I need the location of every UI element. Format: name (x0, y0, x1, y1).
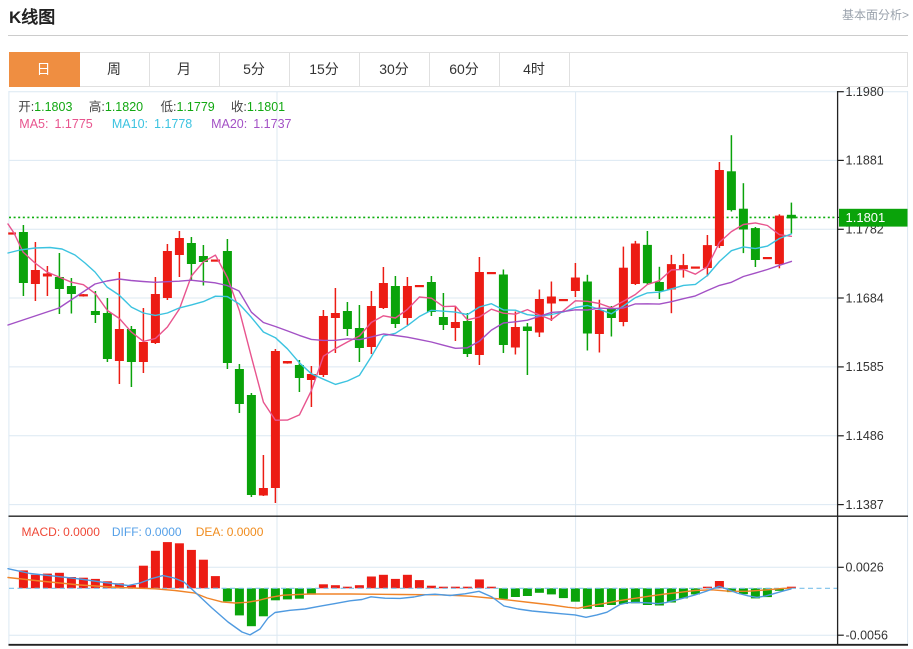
svg-text:1.1801: 1.1801 (846, 210, 886, 225)
svg-text:1.1881: 1.1881 (846, 154, 884, 168)
svg-text:1.1486: 1.1486 (846, 429, 884, 443)
svg-text:1.1684: 1.1684 (846, 291, 884, 305)
svg-text:1.1387: 1.1387 (846, 498, 884, 512)
svg-text:1.1585: 1.1585 (846, 360, 884, 374)
svg-text:1.1980: 1.1980 (846, 85, 884, 99)
svg-text:0.0026: 0.0026 (846, 561, 884, 575)
svg-text:-0.0056: -0.0056 (846, 629, 888, 643)
